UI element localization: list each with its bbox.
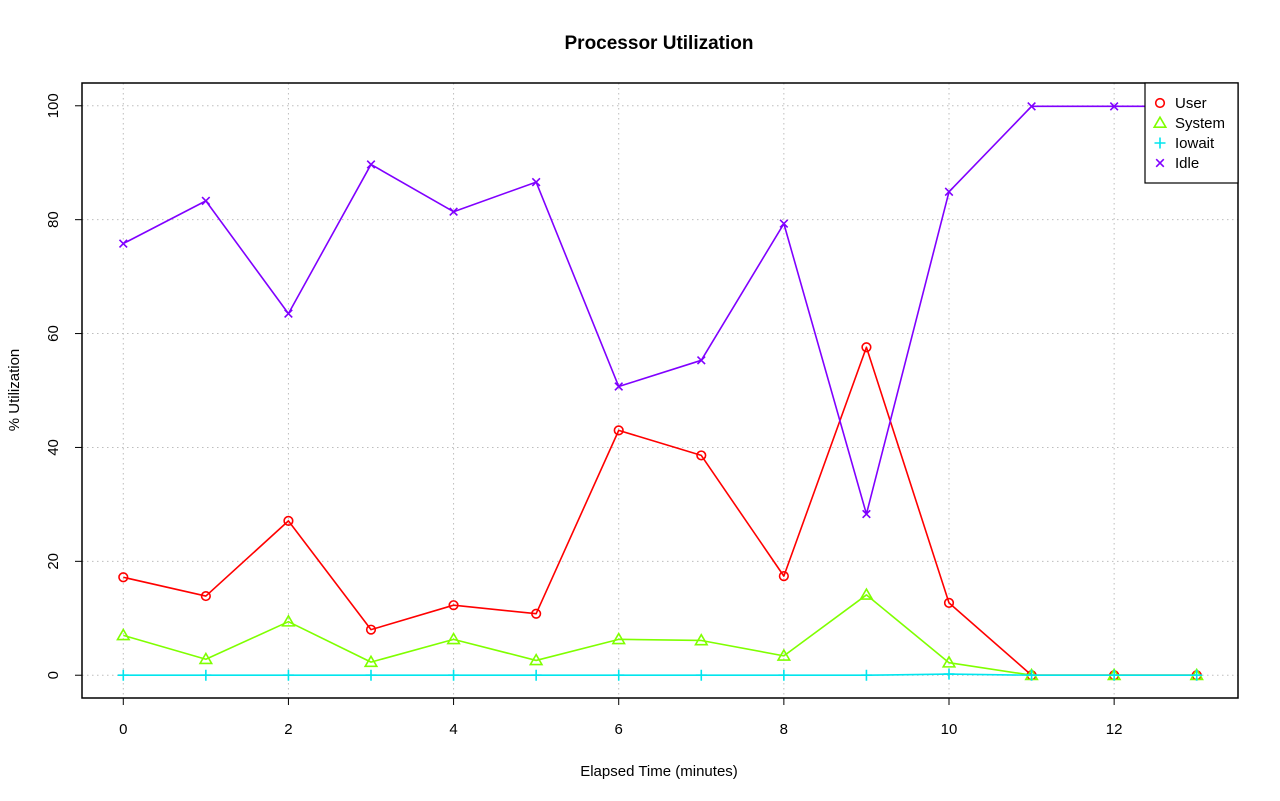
point-iowait-10 (943, 668, 955, 680)
series-iowait (117, 668, 1203, 681)
x-tick-label-10: 10 (941, 721, 958, 738)
point-user-1 (200, 590, 211, 602)
point-idle-0 (118, 239, 128, 248)
legend-label-system: System (1175, 115, 1225, 132)
point-iowait-6 (613, 669, 625, 681)
point-idle-2 (284, 309, 293, 318)
point-idle-7 (696, 355, 706, 365)
point-iowait-13 (1191, 669, 1203, 681)
point-iowait-3 (365, 669, 377, 681)
x-axis-title: Elapsed Time (minutes) (580, 763, 738, 780)
series-idle (118, 101, 1202, 519)
series-system (116, 587, 1204, 681)
point-user-5 (531, 608, 542, 619)
y-tick-label-100: 100 (45, 93, 62, 118)
y-axis-title: % Utilization (6, 349, 23, 432)
point-system-4 (446, 631, 461, 645)
point-user-9 (861, 342, 872, 353)
line-idle (122, 105, 1197, 515)
point-idle-8 (779, 219, 789, 229)
point-idle-1 (201, 196, 211, 206)
point-iowait-7 (695, 669, 707, 681)
point-system-10 (941, 655, 957, 668)
plot-frame (81, 82, 1239, 699)
point-user-3 (365, 624, 377, 635)
point-idle-6 (614, 382, 624, 391)
line-user (123, 346, 1197, 677)
point-iowait-1 (200, 669, 212, 681)
axes: 0 2 4 6 8 10 12 0 20 40 60 80 100 (45, 93, 1122, 738)
point-iowait-8 (778, 669, 790, 681)
grid-lines (82, 83, 1238, 698)
point-iowait-9 (860, 669, 872, 681)
legend-label-idle: Idle (1175, 155, 1199, 172)
point-idle-9 (862, 509, 871, 519)
point-user-8 (778, 571, 789, 582)
legend-label-iowait: Iowait (1175, 135, 1215, 152)
legend-marker-idle (1155, 158, 1165, 168)
point-idle-3 (366, 160, 376, 169)
line-system (123, 594, 1197, 677)
point-user-4 (448, 600, 459, 611)
point-iowait-12 (1108, 669, 1120, 681)
point-idle-5 (531, 177, 541, 187)
y-tick-label-60: 60 (45, 325, 62, 342)
point-idle-4 (449, 207, 458, 217)
series-user (118, 342, 1202, 681)
x-tick-label-6: 6 (615, 721, 623, 738)
point-iowait-0 (117, 669, 129, 681)
x-tick-label-12: 12 (1106, 721, 1123, 738)
point-user-6 (613, 425, 624, 436)
y-tick-label-0: 0 (45, 671, 62, 679)
series-layer (116, 101, 1204, 681)
x-tick-label-8: 8 (780, 721, 788, 738)
legend-box (1144, 82, 1239, 184)
point-idle-10 (944, 187, 954, 197)
legend-marker-system (1152, 115, 1168, 128)
line-iowait (123, 673, 1197, 677)
chart-title: Processor Utilization (565, 33, 754, 54)
point-user-10 (943, 597, 955, 609)
y-tick-label-20: 20 (45, 553, 62, 570)
point-system-9 (859, 587, 874, 600)
point-user-0 (118, 572, 129, 583)
legend-label-user: User (1175, 95, 1207, 112)
point-idle-11 (1027, 101, 1036, 111)
y-tick-label-80: 80 (45, 211, 62, 228)
point-iowait-11 (1026, 669, 1038, 681)
legend: User System Iowait Idle (1144, 82, 1239, 184)
point-system-5 (528, 653, 544, 666)
point-system-3 (363, 654, 379, 668)
point-system-6 (611, 631, 626, 645)
point-iowait-5 (530, 669, 542, 681)
x-tick-label-2: 2 (284, 721, 292, 738)
point-system-2 (281, 614, 296, 627)
point-system-0 (116, 627, 131, 641)
y-tick-label-40: 40 (45, 439, 62, 456)
legend-marker-iowait (1154, 137, 1166, 149)
point-system-8 (776, 648, 792, 661)
point-user-7 (696, 450, 707, 461)
x-tick-label-0: 0 (119, 721, 127, 738)
legend-marker-user (1154, 97, 1166, 109)
point-iowait-4 (448, 669, 460, 681)
point-iowait-2 (282, 669, 294, 681)
point-system-1 (198, 651, 214, 665)
x-tick-label-4: 4 (449, 721, 457, 738)
point-user-2 (283, 515, 294, 527)
point-idle-12 (1109, 101, 1119, 111)
point-system-7 (694, 633, 709, 646)
